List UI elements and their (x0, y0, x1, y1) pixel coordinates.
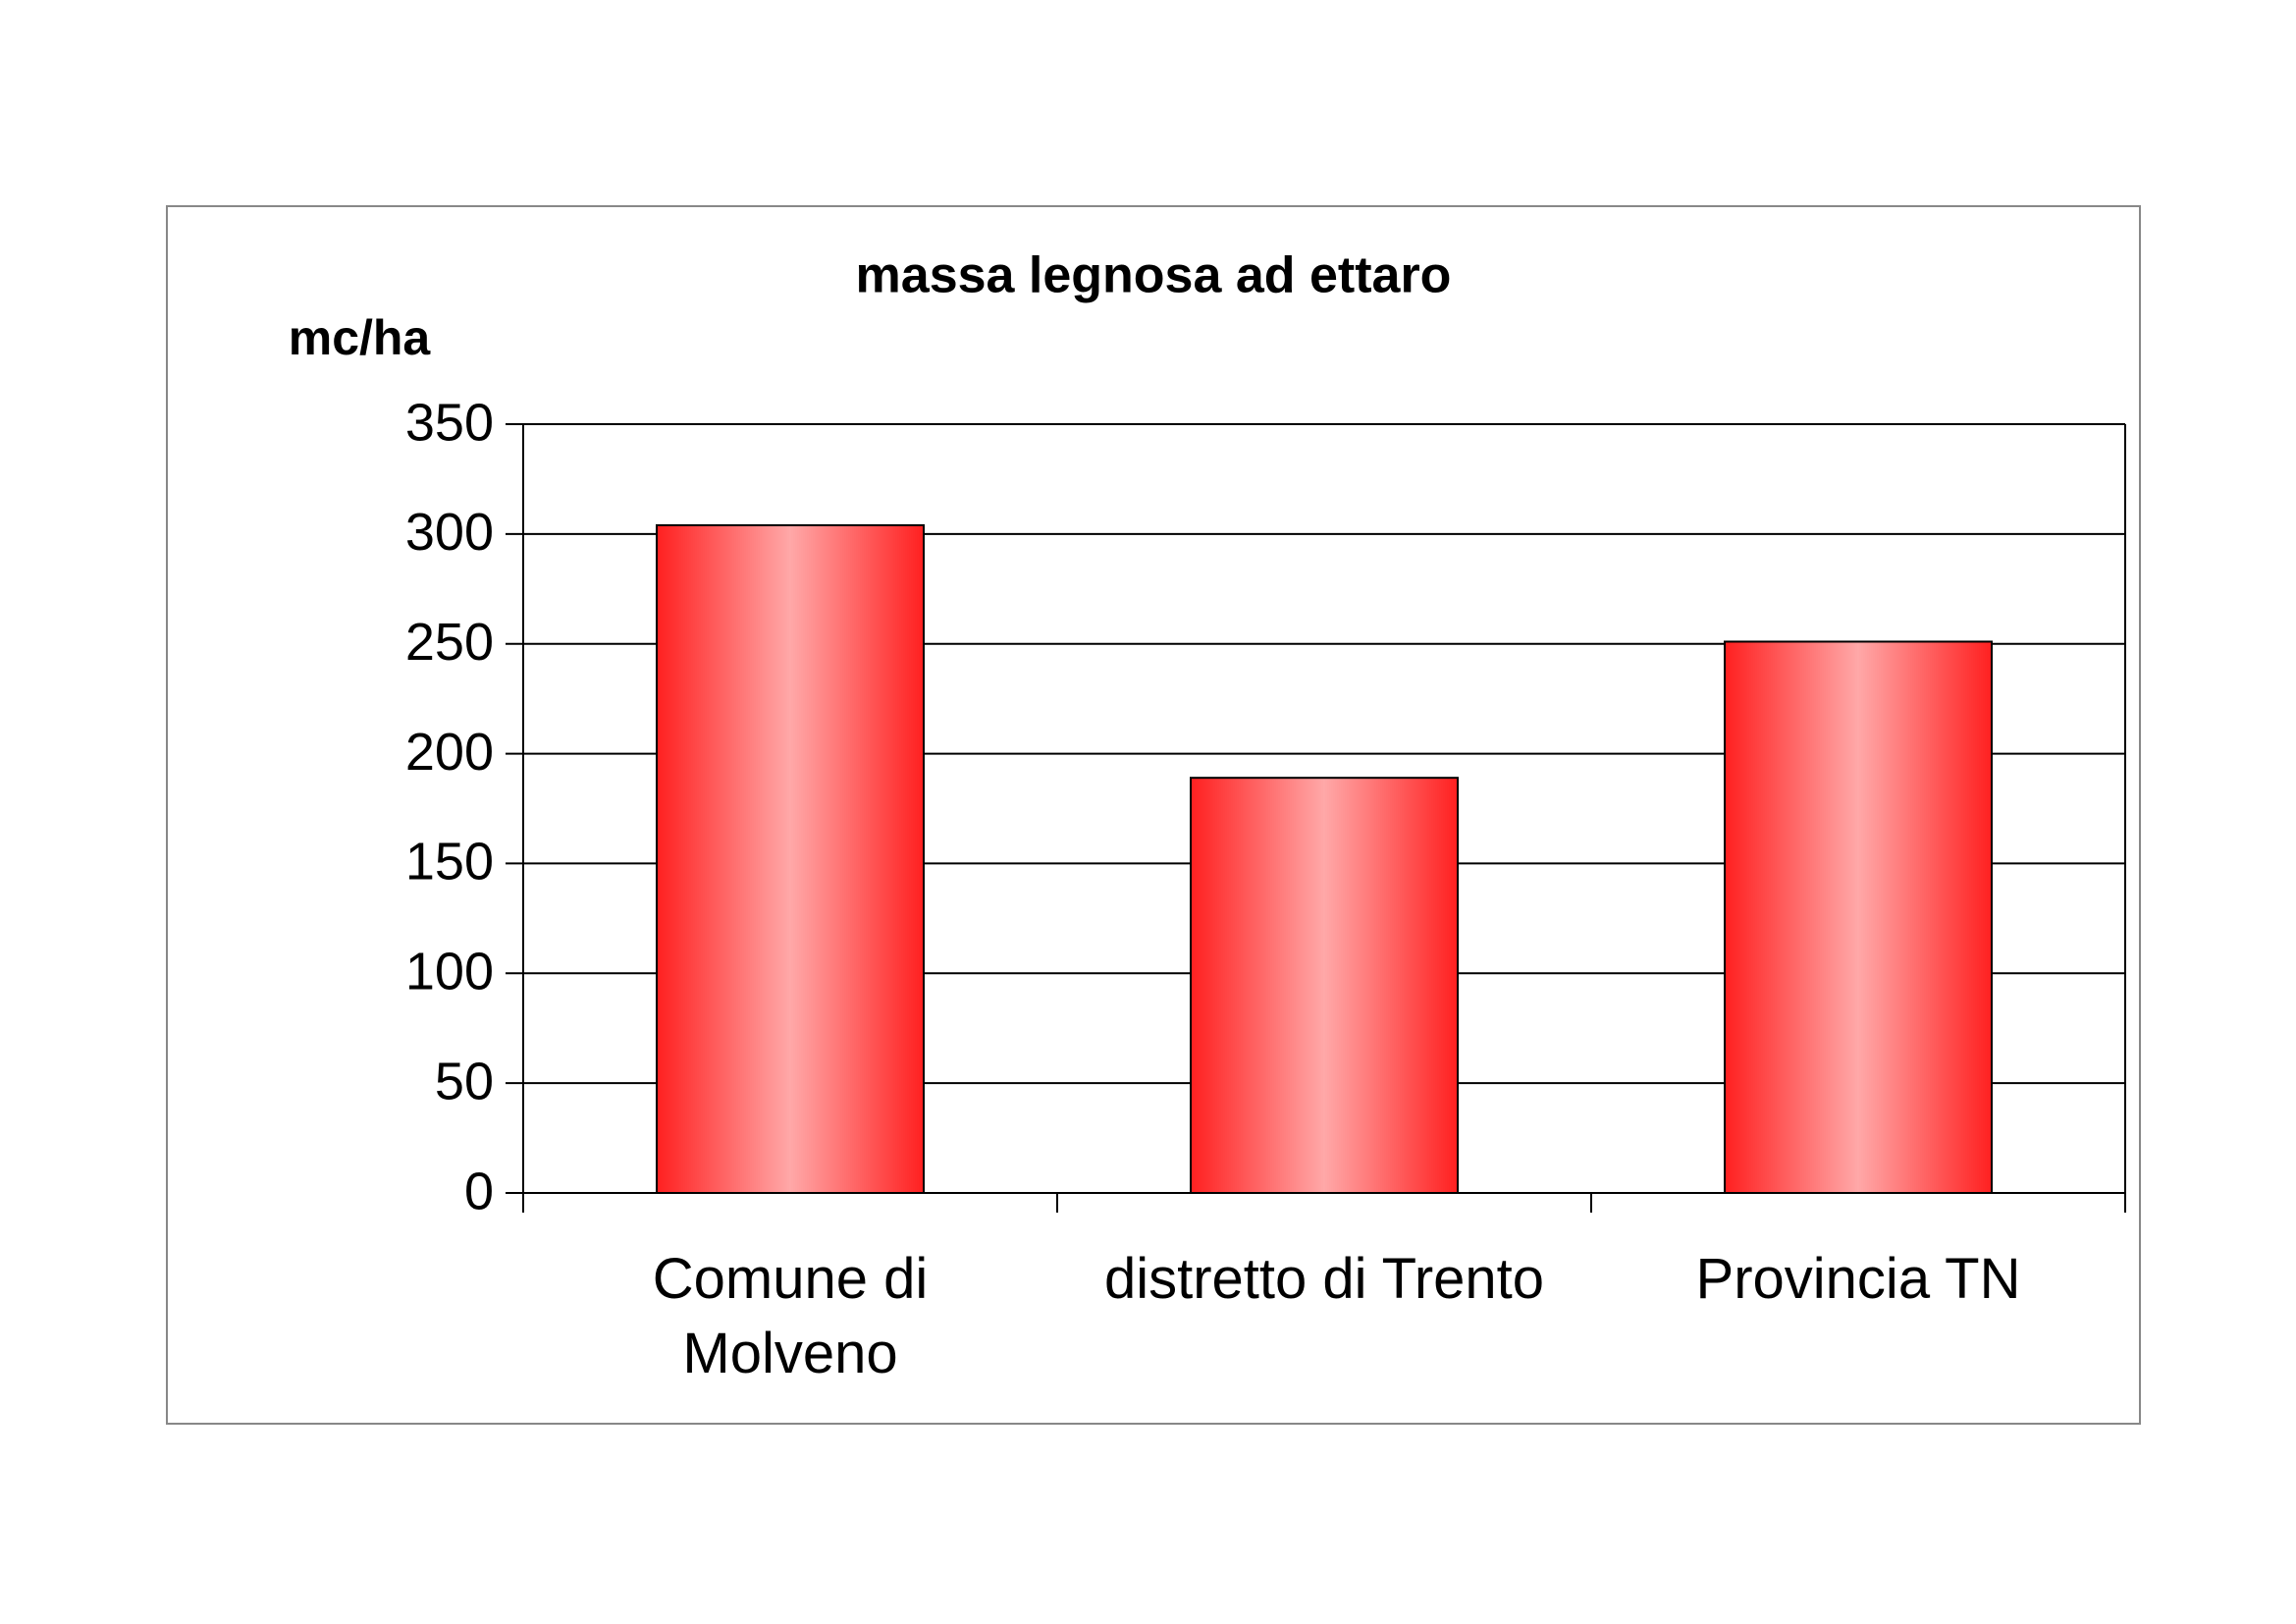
bar (1724, 640, 1993, 1194)
y-tick-label: 150 (405, 833, 494, 892)
y-tick-label: 200 (405, 723, 494, 782)
chart-title: massa legnosa ad ettaro (856, 247, 1452, 304)
y-tick-label: 100 (405, 943, 494, 1001)
y-tick-label: 250 (405, 613, 494, 672)
bar (656, 523, 925, 1194)
y-tick-label: 0 (464, 1162, 494, 1220)
y-tick-label: 50 (435, 1052, 494, 1110)
x-tick-label: Comune di Molveno (652, 1247, 929, 1385)
x-tick-label: distretto di Trento (1103, 1247, 1545, 1311)
y-tick-label: 350 (405, 393, 494, 452)
y-axis-label: mc/ha (289, 310, 432, 365)
y-tick-label: 300 (405, 503, 494, 562)
x-tick-label: Provincia TN (1695, 1247, 2021, 1311)
bar (1190, 777, 1459, 1194)
